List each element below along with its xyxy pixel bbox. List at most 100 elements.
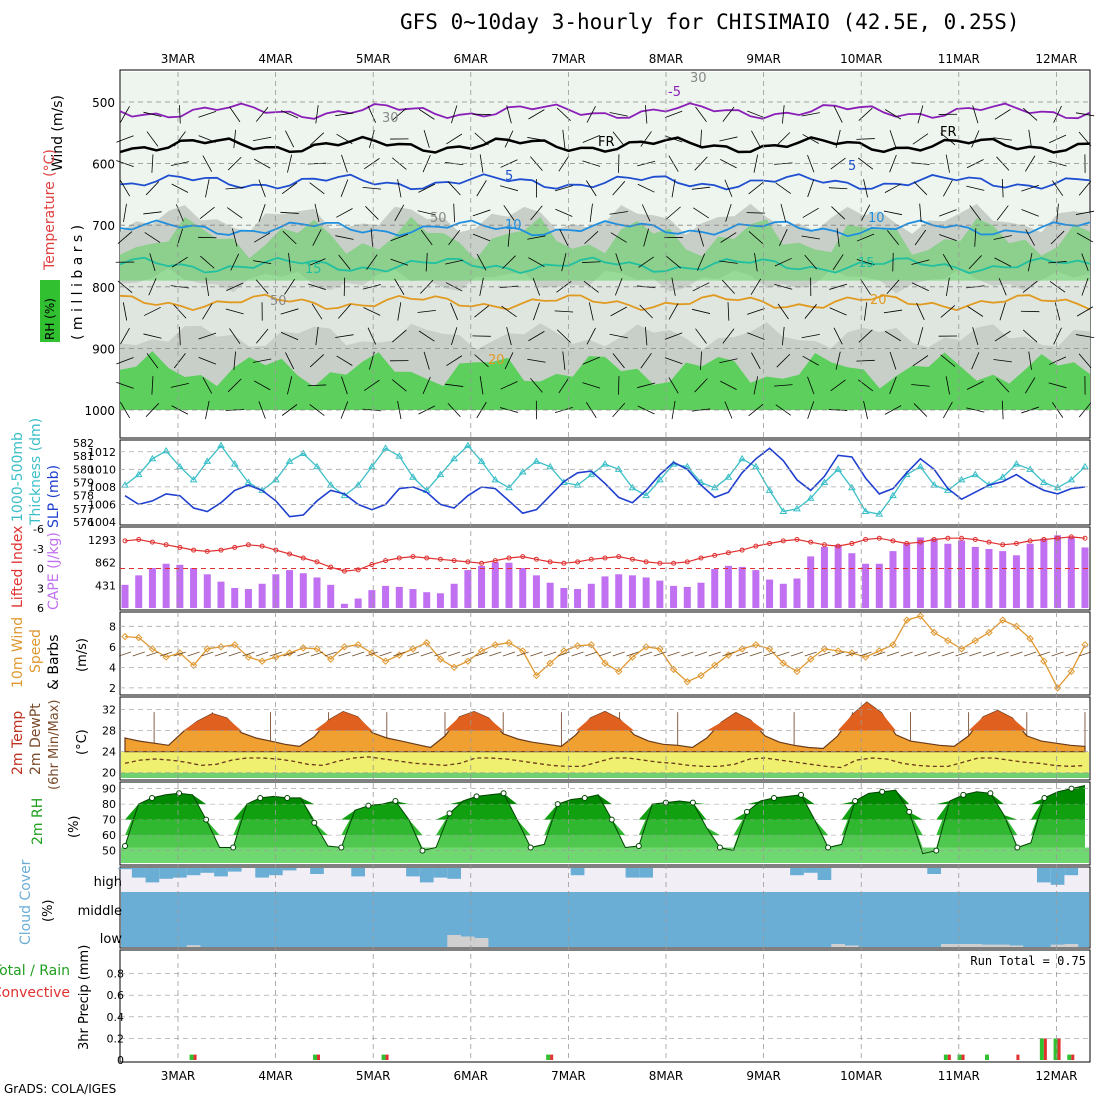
low-cloud-bar: [1050, 944, 1065, 947]
cape-label: CAPE (J/kg): [46, 532, 62, 610]
wind-barb: [1048, 382, 1067, 389]
cape-bar: [505, 562, 513, 608]
wind-barb: [748, 231, 764, 244]
wind-barb: [582, 356, 600, 365]
precip-total-bar: [313, 1054, 317, 1060]
thickness-point: [765, 486, 774, 493]
contour-label: 5: [505, 169, 513, 184]
lifted-index-point: [1041, 537, 1047, 543]
rh-green-band: [120, 351, 1090, 410]
precip-conv-bar: [193, 1054, 197, 1060]
rh2m-point: [743, 808, 750, 815]
thickness-point: [546, 462, 555, 470]
wind-barb: [863, 400, 868, 420]
cape-bar: [971, 546, 979, 608]
thickness-point: [806, 494, 815, 501]
lifted-index-point: [684, 559, 690, 565]
contour-label: 20: [870, 293, 887, 308]
wind-barb: [362, 408, 382, 412]
wind-barb: [939, 234, 957, 241]
thickness-point: [175, 462, 184, 470]
contour-label: 5: [848, 159, 856, 174]
surface-wind-barb: [310, 651, 324, 657]
low-cloud-bar: [1064, 944, 1079, 947]
high-cloud-bar: [227, 868, 242, 872]
wind-barb: [175, 204, 184, 222]
precip-conv-label: Convective: [0, 985, 70, 1001]
cape-bar: [999, 551, 1007, 608]
wind-barb: [225, 187, 244, 190]
rh2m-point: [446, 810, 453, 817]
wind-speed-point: [217, 643, 225, 651]
wind-barb: [751, 352, 761, 370]
wind-barb: [883, 309, 903, 314]
wind-barb: [390, 360, 409, 362]
lifted-index-point: [232, 544, 238, 550]
lifted-index-line: [124, 536, 1086, 572]
slp-line: [124, 447, 1086, 518]
date-label-top: 5MAR: [356, 52, 391, 66]
lifted-index-point: [616, 554, 622, 560]
upper-rh-label: RH (%): [43, 298, 57, 340]
lifted-index-point: [945, 535, 951, 541]
wind-speed-point: [669, 665, 678, 674]
rh2m-point: [500, 790, 507, 797]
high-cloud-bar: [625, 868, 640, 878]
wind-barb: [314, 203, 320, 222]
precip-conv-bar: [550, 1054, 554, 1060]
high-cloud-bar: [419, 868, 434, 883]
lifted-index-point: [780, 538, 786, 544]
cape-tick: 431: [95, 579, 116, 592]
surface-wind-barb: [955, 651, 968, 657]
surface-wind-barb: [969, 651, 982, 657]
contour-label: 20: [488, 353, 505, 368]
wind-barb: [229, 106, 241, 123]
high-cloud-bar: [282, 868, 297, 871]
wind-barb: [945, 277, 950, 296]
thickness-point: [1012, 460, 1021, 467]
surface-wind-barb: [1024, 651, 1037, 657]
wind-barb: [776, 353, 791, 368]
lifted-index-tick: -6: [33, 523, 44, 536]
lifted-index-point: [671, 560, 677, 566]
wind-barb: [535, 179, 537, 198]
wind-barb: [504, 130, 514, 148]
wind-barb: [149, 253, 156, 272]
rh2m-area: [125, 785, 1085, 805]
wind-barb: [282, 230, 297, 245]
cape-bar: [766, 579, 774, 608]
wind-barb: [775, 404, 792, 416]
wind-barb: [341, 154, 348, 173]
cape-bar: [628, 575, 636, 608]
wind-barb: [1081, 253, 1089, 271]
wind-speed-point: [656, 645, 664, 653]
wind-barb: [720, 232, 737, 243]
wind-barb: [369, 129, 375, 148]
wind-barb: [362, 284, 381, 290]
upper-pressure-label: ( m i l l i b a r s ): [70, 225, 86, 340]
high-cloud-bar: [1050, 868, 1065, 885]
temp-tick: 24: [102, 746, 116, 759]
wind-barb: [886, 230, 900, 245]
wind-barb: [748, 182, 764, 195]
wind-barb: [474, 354, 489, 368]
thickness-tick: 577: [73, 503, 94, 516]
cape-bar: [779, 583, 787, 608]
cape-bar: [1081, 547, 1089, 608]
wind-barb: [391, 379, 407, 392]
isotherm-minus5: [119, 102, 1091, 120]
cloud-low-label: low: [100, 932, 123, 947]
wind-speed-point: [889, 641, 897, 649]
wind-barb: [747, 332, 765, 340]
wind-barb: [777, 303, 789, 320]
surface-wind-barb: [667, 651, 680, 657]
lifted-index-point: [643, 559, 649, 565]
wind-barb: [664, 110, 683, 118]
wind-barb: [835, 351, 841, 370]
wind-speed-point: [162, 653, 170, 661]
isotherm-10: [119, 219, 1091, 238]
wind-barb: [911, 282, 929, 292]
wind-barb: [335, 334, 354, 338]
wind-speed-point: [313, 645, 321, 653]
wind-barb: [116, 357, 134, 365]
